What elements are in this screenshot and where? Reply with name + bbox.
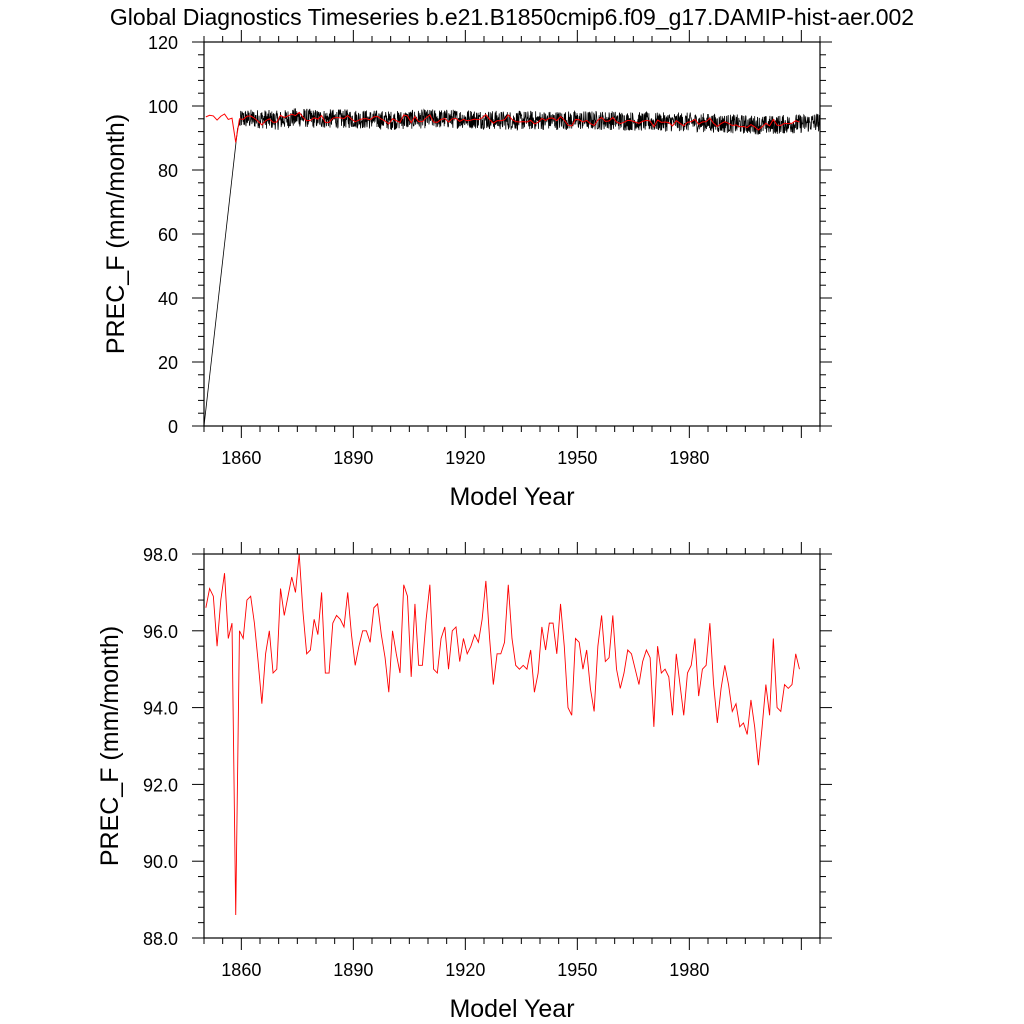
x-tick-label: 1890: [333, 448, 373, 468]
plot-frame: [203, 41, 821, 427]
x-tick-label: 1980: [669, 960, 709, 980]
x-axis-label: Model Year: [449, 995, 574, 1023]
plot-area-series: [203, 108, 821, 427]
x-tick-label: 1950: [557, 448, 597, 468]
y-axis-label: PREC_F (mm/month): [102, 114, 130, 354]
x-axis-label: Model Year: [449, 483, 574, 511]
axis-ticks: 1860 1890 1920 1950 1980 0 20 40 60 80 100 120: [148, 30, 832, 468]
y-tick-label: 60: [158, 225, 178, 245]
y-axis-label: PREC_F (mm/month): [96, 626, 124, 866]
timeseries-panel-full: 1860 1890 1920 1950 1980 0 20 40 60 80 100 120 Mode…: [102, 30, 832, 511]
x-tick-label: 1920: [445, 960, 485, 980]
y-tick-label: 90.0: [143, 852, 178, 872]
axis-ticks: 1860 1890 1920 1950 1980 88.0 90.0 92.0 94.0 96.0…: [143, 542, 832, 980]
y-tick-label: 80: [158, 161, 178, 181]
x-tick-label: 1890: [333, 960, 373, 980]
plot-frame: [203, 553, 821, 939]
x-tick-label: 1860: [221, 448, 261, 468]
plot-area-series: [205, 553, 800, 915]
y-tick-label: 92.0: [143, 775, 178, 795]
y-tick-label: 20: [158, 353, 178, 373]
y-tick-label: 96.0: [143, 622, 178, 642]
annual-mean-series-line: [205, 553, 800, 915]
x-tick-label: 1980: [669, 448, 709, 468]
x-tick-label: 1950: [557, 960, 597, 980]
timeseries-panel-annual: 1860 1890 1920 1950 1980 88.0 90.0 92.0 94.0 96.0…: [96, 542, 832, 1023]
y-tick-label: 100: [148, 97, 178, 117]
x-tick-label: 1860: [221, 960, 261, 980]
y-tick-label: 120: [148, 33, 178, 53]
y-tick-label: 88.0: [143, 929, 178, 949]
y-tick-label: 94.0: [143, 699, 178, 719]
figure-title: Global Diagnostics Timeseries b.e21.B185…: [110, 4, 914, 30]
annual-mean-series-line: [205, 111, 800, 143]
y-tick-label: 98.0: [143, 545, 178, 565]
monthly-series-line: [203, 108, 821, 427]
x-tick-label: 1920: [445, 448, 485, 468]
y-tick-label: 0: [168, 417, 178, 437]
y-tick-label: 40: [158, 289, 178, 309]
